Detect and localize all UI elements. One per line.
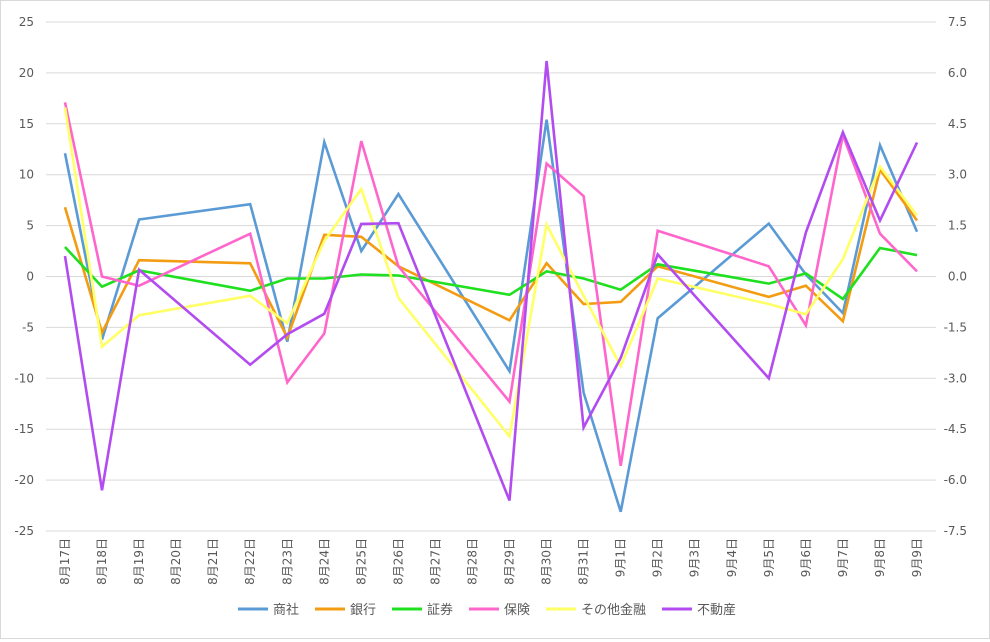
x-axis-tick-label: 8月18日: [95, 538, 109, 585]
x-axis-tick-label: 8月26日: [391, 538, 405, 585]
x-axis-tick-label: 8月20日: [169, 538, 183, 585]
right-y-axis-labels: 7.5 6.0 4.5 3.0 1.5 0.0 -1.5 -3.0 -4.5 -6.0 -7.5: [944, 15, 967, 538]
series-line: [63, 107, 919, 440]
series-lines: [63, 60, 919, 513]
x-axis-tick-label: 8月19日: [132, 538, 146, 585]
x-axis-tick-label: 8月21日: [206, 538, 220, 585]
x-axis-tick-label: 9月5日: [762, 538, 776, 577]
left-axis-tick-label: -25: [14, 524, 34, 538]
x-axis-tick-label: 8月31日: [577, 538, 591, 585]
right-axis-tick-label: 6.0: [948, 66, 967, 80]
left-axis-tick-label: -20: [14, 473, 34, 487]
x-axis-tick-label: 8月24日: [317, 538, 331, 585]
right-axis-tick-label: -6.0: [944, 473, 967, 487]
x-axis-tick-label: 8月28日: [465, 538, 479, 585]
left-axis-tick-label: 5: [26, 219, 34, 233]
x-axis-tick-label: 9月1日: [614, 538, 628, 577]
x-axis-tick-label: 9月8日: [873, 538, 887, 577]
left-axis-tick-label: -15: [14, 422, 34, 436]
legend-label: 不動産: [697, 602, 736, 618]
x-axis-tick-label: 8月22日: [243, 538, 257, 585]
left-axis-tick-label: 0: [26, 270, 34, 284]
right-axis-tick-label: -7.5: [944, 524, 967, 538]
x-axis-tick-label: 9月3日: [688, 538, 702, 577]
x-axis-tick-label: 8月25日: [354, 538, 368, 585]
left-axis-tick-label: 25: [19, 15, 34, 29]
legend-label: 証券: [427, 602, 453, 618]
x-axis-labels: 8月17日 8月18日 8月19日 8月20日 8月21日 8月22日 8月23日 8月24日…: [58, 538, 924, 585]
legend: 商社 銀行 証券 保険 その他金融 不動産: [238, 602, 736, 618]
x-axis-tick-label: 8月30日: [540, 538, 554, 585]
right-axis-tick-label: 0.0: [948, 270, 967, 284]
x-axis-tick-label: 8月29日: [503, 538, 517, 585]
right-axis-tick-label: -3.0: [944, 371, 967, 385]
x-axis-tick-label: 9月7日: [836, 538, 850, 577]
right-axis-tick-label: 1.5: [948, 219, 967, 233]
legend-label: 商社: [273, 602, 299, 618]
right-axis-tick-label: -1.5: [944, 320, 967, 334]
left-axis-tick-label: -10: [14, 371, 34, 385]
legend-label: その他金融: [581, 602, 646, 618]
right-axis-tick-label: -4.5: [944, 422, 967, 436]
x-axis-tick-label: 9月6日: [799, 538, 813, 577]
right-axis-tick-label: 7.5: [948, 15, 967, 29]
left-y-axis-labels: 25 20 15 10 5 0 -5 -10 -15 -20 -25: [14, 15, 34, 538]
x-axis-tick-label: 9月4日: [725, 538, 739, 577]
left-axis-tick-label: -5: [22, 320, 34, 334]
x-axis-tick-label: 9月2日: [651, 538, 665, 577]
legend-label: 銀行: [350, 603, 376, 618]
x-axis-tick-label: 8月23日: [280, 538, 294, 585]
x-axis-tick-label: 8月27日: [428, 538, 442, 585]
series-line: [63, 60, 919, 501]
left-axis-tick-label: 15: [19, 117, 34, 131]
gridlines: [46, 21, 936, 532]
left-axis-tick-label: 20: [19, 66, 34, 80]
right-axis-tick-label: 4.5: [948, 117, 967, 131]
legend-label: 保険: [504, 603, 530, 618]
x-axis-tick-label: 8月17日: [58, 538, 72, 585]
right-axis-tick-label: 3.0: [948, 168, 967, 182]
series-line: [63, 119, 919, 513]
left-axis-tick-label: 10: [19, 168, 34, 182]
x-axis-tick-label: 9月9日: [910, 538, 924, 577]
